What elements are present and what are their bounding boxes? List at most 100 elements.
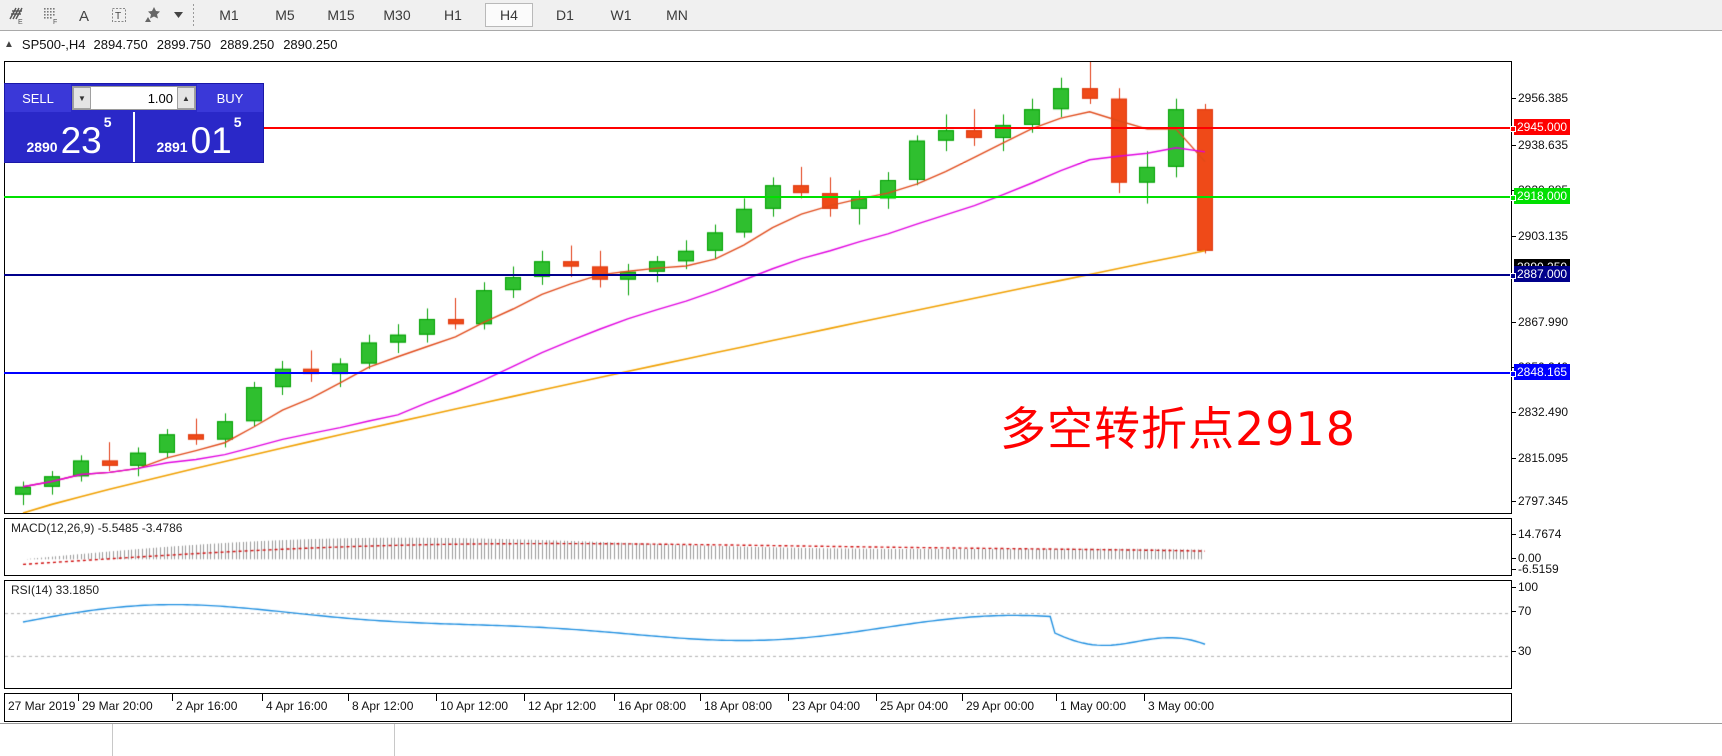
time-axis-pane [4,693,1512,722]
period-mn[interactable]: MN [666,7,688,23]
text-label-icon[interactable]: T [102,1,136,29]
rsi-axis-tick: 100 [1511,580,1539,594]
sell-button[interactable]: 2890 23 5 [5,112,133,162]
text-icon[interactable]: A [68,1,102,29]
time-axis-tick [78,693,79,701]
time-axis-label: 2 Apr 16:00 [176,699,238,713]
period-m1[interactable]: M1 [219,7,239,23]
level-line-support-2848[interactable] [4,371,1516,377]
time-axis-label: 1 May 00:00 [1060,699,1127,713]
quote-close: 2890.250 [283,37,338,52]
period-m30[interactable]: M30 [383,7,411,23]
time-axis-tick [4,693,5,701]
svg-text:A: A [79,8,89,25]
time-axis-label: 27 Mar 2019 [8,699,76,713]
one-click-trading-panel[interactable]: SELL ▼ 1.00 ▲ BUY 2890 23 5 2891 01 5 [4,83,264,163]
status-strip [0,723,1722,756]
volume-value[interactable]: 1.00 [147,90,173,106]
objects-icon[interactable] [136,1,170,29]
price-axis-tick: 2938.635 [1511,138,1569,152]
quote-open: 2894.750 [93,37,148,52]
price-axis-badge-support-2887[interactable]: 2887.000 [1514,266,1571,282]
period-h1[interactable]: H1 [444,7,462,23]
status-cell-1 [0,724,113,756]
price-axis-tick: 2956.385 [1511,91,1569,105]
time-axis-tick [262,693,263,701]
time-axis-tick [1056,693,1057,701]
period-w1[interactable]: W1 [610,7,632,23]
time-axis-tick [524,693,525,701]
time-axis-label: 3 May 00:00 [1148,699,1215,713]
rsi-axis-tick: 30 [1511,644,1532,658]
collapse-icon[interactable]: ▲ [4,39,14,50]
price-axis-badge-support-2848[interactable]: 2848.165 [1514,364,1571,380]
time-axis-tick [614,693,615,701]
price-pane[interactable] [4,61,1512,514]
period-m15[interactable]: M15 [327,7,355,23]
period-d1[interactable]: D1 [556,7,574,23]
indicators-icon[interactable]: E [0,1,34,29]
rsi-plot [5,581,1511,688]
time-axis-tick [876,693,877,701]
price-axis-tick: 2815.095 [1511,451,1569,465]
sell-price-prefix: 2890 [26,139,58,155]
volume-field[interactable]: ▼ 1.00 ▲ [72,86,196,110]
buy-price-prefix: 2891 [156,139,188,155]
time-axis-label: 29 Mar 20:00 [82,699,153,713]
chart-area: ▲ SP500-,H4 2894.750 2899.750 2889.250 2… [0,31,1722,756]
sell-price-sup: 5 [103,114,112,130]
time-axis-label: 8 Apr 12:00 [352,699,414,713]
time-axis-tick [788,693,789,701]
time-axis-label: 29 Apr 00:00 [966,699,1035,713]
period-h4[interactable]: H4 [485,3,533,27]
svg-text:T: T [115,11,121,22]
time-axis-label: 4 Apr 16:00 [266,699,328,713]
buy-price-main: 01 [190,120,232,161]
svg-text:F: F [53,19,57,25]
price-axis-tick: 2832.490 [1511,405,1569,419]
price-axis-tick: 2903.135 [1511,229,1569,243]
quote-header: ▲ SP500-,H4 2894.750 2899.750 2889.250 2… [4,37,337,52]
rsi-pane[interactable]: RSI(14) 33.1850 [4,580,1512,689]
svg-text:E: E [18,19,23,25]
time-axis-label: 23 Apr 04:00 [792,699,861,713]
status-cell-2 [112,724,395,756]
period-m5[interactable]: M5 [275,7,295,23]
level-line-pivot-2918[interactable] [4,195,1516,201]
time-axis-tick [172,693,173,701]
sell-label: SELL [5,84,71,112]
macd-pane[interactable]: MACD(12,26,9) -5.5485 -3.4786 [4,518,1512,576]
objects-dropdown-icon[interactable] [170,1,186,29]
rsi-label: RSI(14) 33.1850 [9,583,102,597]
buy-label: BUY [197,84,263,112]
time-axis-label: 18 Apr 08:00 [704,699,773,713]
time-axis-label: 12 Apr 12:00 [528,699,597,713]
price-axis-tick: 2797.345 [1511,494,1569,508]
buy-price-sup: 5 [233,114,242,130]
grid-icon[interactable]: F [34,1,68,29]
level-line-resistance-2945[interactable] [4,126,1516,132]
rsi-axis-tick: 70 [1511,604,1532,618]
time-axis-tick [700,693,701,701]
level-line-support-2887[interactable] [4,273,1516,279]
volume-up-icon[interactable]: ▲ [177,87,195,109]
quote-low: 2889.250 [219,37,275,52]
time-axis-tick [962,693,963,701]
macd-axis-tick: 0.00 [1511,551,1542,565]
main-toolbar: E F A T M1 M5 M15 M30 H1 H4 D1 [0,0,1722,31]
toolbar-separator [193,4,194,26]
time-axis-label: 10 Apr 12:00 [440,699,509,713]
sell-price-main: 23 [60,120,102,161]
chart-annotation: 多空转折点2918 [1000,402,1357,456]
symbol-label: SP500-,H4 [21,37,86,52]
price-axis-tick: 2867.990 [1511,315,1569,329]
price-axis-badge-resistance-2945[interactable]: 2945.000 [1514,119,1571,135]
time-axis-label: 16 Apr 08:00 [618,699,687,713]
buy-button[interactable]: 2891 01 5 [133,112,263,162]
volume-down-icon[interactable]: ▼ [73,87,91,109]
macd-axis-tick: -6.5159 [1512,562,1559,576]
macd-label: MACD(12,26,9) -5.5485 -3.4786 [9,521,185,535]
time-axis-tick [436,693,437,701]
price-axis-badge-pivot-2918[interactable]: 2918.000 [1514,188,1571,204]
quote-high: 2899.750 [156,37,211,52]
